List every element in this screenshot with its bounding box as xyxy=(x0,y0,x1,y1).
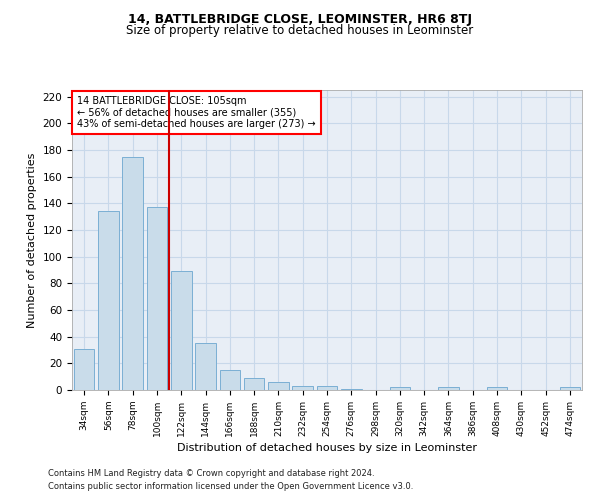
Text: Contains HM Land Registry data © Crown copyright and database right 2024.: Contains HM Land Registry data © Crown c… xyxy=(48,468,374,477)
Y-axis label: Number of detached properties: Number of detached properties xyxy=(27,152,37,328)
Text: 14 BATTLEBRIDGE CLOSE: 105sqm
← 56% of detached houses are smaller (355)
43% of : 14 BATTLEBRIDGE CLOSE: 105sqm ← 56% of d… xyxy=(77,96,316,129)
X-axis label: Distribution of detached houses by size in Leominster: Distribution of detached houses by size … xyxy=(177,443,477,453)
Text: Size of property relative to detached houses in Leominster: Size of property relative to detached ho… xyxy=(127,24,473,37)
Bar xyxy=(268,382,289,390)
Bar xyxy=(74,348,94,390)
Bar xyxy=(317,386,337,390)
Bar xyxy=(389,388,410,390)
Bar xyxy=(560,388,580,390)
Bar xyxy=(98,212,119,390)
Bar xyxy=(195,344,216,390)
Bar xyxy=(341,388,362,390)
Bar xyxy=(146,208,167,390)
Text: 14, BATTLEBRIDGE CLOSE, LEOMINSTER, HR6 8TJ: 14, BATTLEBRIDGE CLOSE, LEOMINSTER, HR6 … xyxy=(128,12,472,26)
Bar xyxy=(292,386,313,390)
Bar xyxy=(487,388,508,390)
Bar xyxy=(244,378,265,390)
Bar xyxy=(438,388,459,390)
Bar xyxy=(122,156,143,390)
Bar xyxy=(220,370,240,390)
Bar xyxy=(171,272,191,390)
Text: Contains public sector information licensed under the Open Government Licence v3: Contains public sector information licen… xyxy=(48,482,413,491)
